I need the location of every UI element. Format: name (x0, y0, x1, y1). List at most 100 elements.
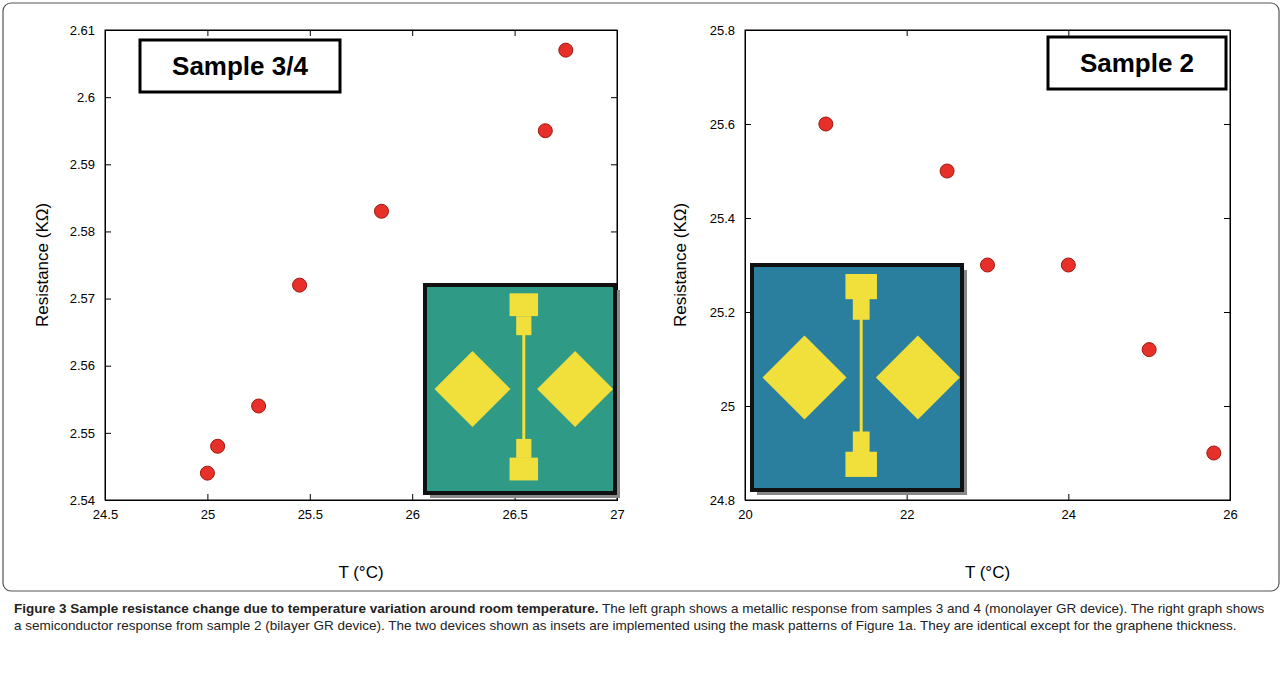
tick-label: 25.4 (710, 211, 735, 226)
title-box (1048, 37, 1226, 89)
tick: 2.57 (70, 291, 111, 306)
tick-label: 26.5 (502, 507, 527, 522)
tick (207, 30, 208, 36)
tick: 2.55 (70, 426, 111, 441)
panel: 24.52525.52626.5272.542.552.562.572.582.… (33, 23, 625, 582)
tick-mark (745, 500, 751, 501)
figure-border (3, 3, 1279, 591)
inset-pad (537, 351, 613, 427)
inset-lead (516, 316, 531, 335)
tick-mark (611, 231, 617, 232)
tick-mark (1224, 312, 1230, 313)
axis-line (106, 31, 618, 37)
y-axis-title: Resistance (KΩ) (671, 203, 690, 327)
data-point (819, 117, 833, 131)
tick: 26.5 (502, 494, 527, 522)
tick: 25 (201, 494, 215, 522)
tick (1224, 406, 1230, 407)
tick (1224, 312, 1230, 313)
tick-label: 2.6 (77, 90, 95, 105)
data-point (374, 204, 388, 218)
tick (1224, 124, 1230, 125)
inset-channel (522, 335, 525, 443)
y-axis-title: Resistance (KΩ) (33, 203, 52, 327)
tick-mark (310, 494, 311, 500)
tick (611, 500, 617, 501)
inset-background (752, 265, 962, 490)
inset-pad (845, 452, 877, 477)
inset-pad (763, 335, 847, 419)
tick-label: 2.59 (70, 157, 95, 172)
plot-frame (105, 30, 617, 500)
tick-label: 2.61 (70, 23, 95, 38)
tick: 25.4 (710, 211, 751, 226)
plot-frame (745, 30, 1230, 500)
tick: 26 (405, 494, 419, 522)
tick: 24.8 (710, 493, 751, 508)
tick-label: 26 (405, 507, 419, 522)
caption-label: Figure 3 (14, 601, 67, 616)
inset-background (425, 285, 615, 493)
tick (611, 164, 617, 165)
tick-label: 25.5 (298, 507, 323, 522)
tick-label: 22 (900, 507, 914, 522)
data-point (1142, 343, 1156, 357)
tick-label: 25.6 (710, 117, 735, 132)
tick-label: 24 (1062, 507, 1076, 522)
data-point (211, 439, 225, 453)
tick-mark (611, 30, 617, 31)
tick-label: 2.54 (70, 493, 95, 508)
data-point (1061, 258, 1075, 272)
tick (611, 231, 617, 232)
tick-label: 2.56 (70, 358, 95, 373)
tick: 2.6 (77, 90, 111, 105)
tick-mark (310, 30, 311, 36)
y-axis: 2.542.552.562.572.582.592.62.61 (70, 23, 111, 508)
tick-mark (611, 500, 617, 501)
data-point (252, 399, 266, 413)
panel: 2022242624.82525.225.425.625.8T (°C)Resi… (671, 23, 1238, 582)
axis-line (106, 31, 112, 501)
tick-label: 24.8 (710, 493, 735, 508)
data-point (200, 466, 214, 480)
tick-label: 25.2 (710, 305, 735, 320)
tick-label: 25.8 (710, 23, 735, 38)
tick: 25.8 (710, 23, 751, 38)
x-axis-title: T (°C) (965, 563, 1010, 582)
x-axis-title: T (°C) (338, 563, 383, 582)
title-box (140, 40, 340, 92)
x-axis-top (746, 30, 1231, 36)
tick-mark (1224, 406, 1230, 407)
tick-label: 26 (1223, 507, 1237, 522)
x-axis: 24.5 25 25.5 26 26.5 27 (93, 494, 625, 522)
tick-mark (745, 30, 751, 31)
tick-label: 25 (201, 507, 215, 522)
tick-mark (105, 30, 111, 31)
tick-label: 25 (721, 399, 735, 414)
markers (819, 117, 1221, 460)
tick-mark (412, 494, 413, 500)
tick-mark (1224, 30, 1230, 31)
tick (907, 30, 908, 36)
tick-mark (611, 164, 617, 165)
tick: 2.54 (70, 493, 111, 508)
data-point (981, 258, 995, 272)
inset-lead (853, 299, 870, 320)
tick: 25.6 (710, 117, 751, 132)
tick (310, 30, 311, 36)
tick-mark (907, 30, 908, 36)
tick-label: 24.5 (93, 507, 118, 522)
tick-label: 2.57 (70, 291, 95, 306)
tick-mark (207, 494, 208, 500)
inset-channel (860, 319, 863, 436)
tick (1224, 500, 1230, 501)
data-point (538, 124, 552, 138)
tick-label: 27 (610, 507, 624, 522)
inset-image (425, 285, 620, 498)
caption-title: Sample resistance change due to temperat… (70, 601, 598, 616)
tick-mark (105, 299, 111, 300)
tick-mark (745, 218, 751, 219)
data-point (1207, 446, 1221, 460)
tick-mark (1224, 500, 1230, 501)
caption: Figure 3 Sample resistance change due to… (14, 600, 1266, 634)
